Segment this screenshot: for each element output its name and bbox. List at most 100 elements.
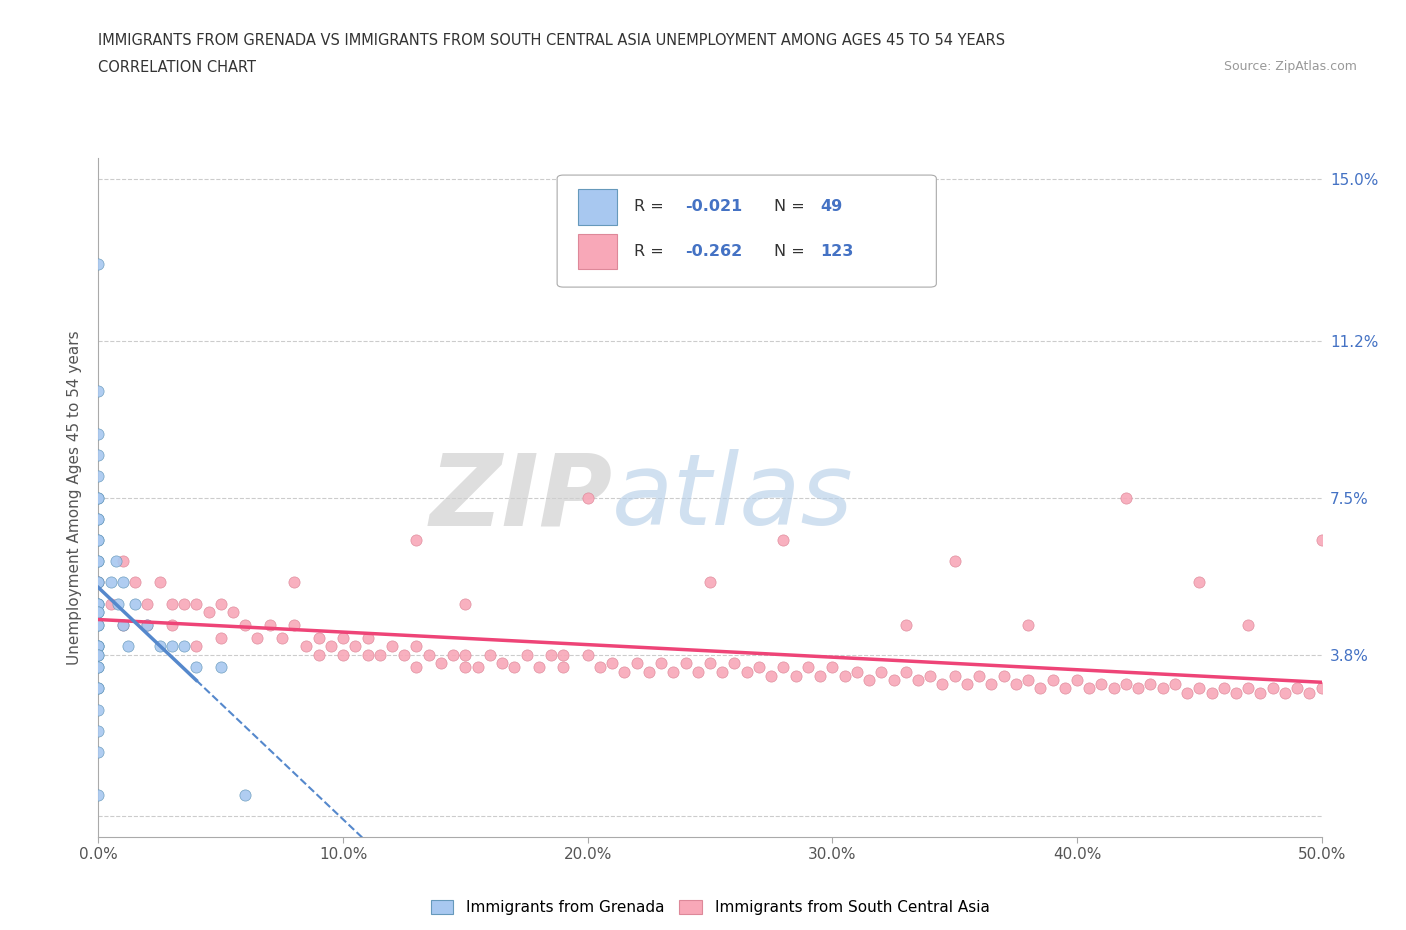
- Point: [124, 575, 146, 590]
- Point: [319, 639, 342, 654]
- Text: ZIP: ZIP: [429, 449, 612, 546]
- Point: [356, 647, 378, 662]
- Point: [638, 664, 661, 679]
- Point: [1128, 681, 1150, 696]
- Text: -0.021: -0.021: [686, 199, 742, 215]
- Point: [186, 639, 208, 654]
- Point: [87, 745, 110, 760]
- Point: [748, 660, 770, 675]
- Point: [87, 596, 110, 611]
- Point: [1042, 672, 1064, 687]
- Point: [1237, 681, 1260, 696]
- Point: [834, 669, 856, 684]
- Point: [943, 553, 966, 568]
- Point: [87, 490, 110, 505]
- Point: [87, 681, 110, 696]
- Point: [233, 787, 256, 802]
- Point: [883, 672, 905, 687]
- Point: [418, 647, 440, 662]
- Point: [1310, 533, 1333, 548]
- Point: [1115, 677, 1137, 692]
- FancyBboxPatch shape: [578, 234, 617, 270]
- Point: [1004, 677, 1026, 692]
- Point: [956, 677, 979, 692]
- Point: [87, 639, 110, 654]
- Point: [111, 553, 134, 568]
- Point: [87, 639, 110, 654]
- Point: [821, 660, 844, 675]
- Point: [405, 660, 427, 675]
- Point: [980, 677, 1002, 692]
- Point: [344, 639, 367, 654]
- Point: [761, 669, 783, 684]
- Point: [1225, 685, 1247, 700]
- Point: [1029, 681, 1052, 696]
- Point: [124, 596, 146, 611]
- Point: [209, 631, 232, 645]
- Point: [87, 660, 110, 675]
- Point: [467, 660, 489, 675]
- Point: [308, 647, 330, 662]
- FancyBboxPatch shape: [557, 175, 936, 287]
- Point: [870, 664, 893, 679]
- Point: [332, 631, 354, 645]
- Point: [87, 575, 110, 590]
- Point: [735, 664, 758, 679]
- Point: [283, 575, 305, 590]
- Point: [87, 660, 110, 675]
- Point: [87, 681, 110, 696]
- Point: [1298, 685, 1320, 700]
- Y-axis label: Unemployment Among Ages 45 to 54 years: Unemployment Among Ages 45 to 54 years: [67, 330, 83, 665]
- Text: 49: 49: [820, 199, 842, 215]
- Point: [87, 647, 110, 662]
- Point: [699, 656, 721, 671]
- Point: [576, 647, 599, 662]
- Point: [87, 604, 110, 619]
- Point: [662, 664, 685, 679]
- Point: [87, 533, 110, 548]
- Text: N =: N =: [773, 199, 810, 215]
- Point: [503, 660, 526, 675]
- Point: [87, 512, 110, 526]
- Text: Source: ZipAtlas.com: Source: ZipAtlas.com: [1223, 60, 1357, 73]
- Point: [576, 490, 599, 505]
- Point: [87, 469, 110, 484]
- Point: [699, 575, 721, 590]
- Legend: Immigrants from Grenada, Immigrants from South Central Asia: Immigrants from Grenada, Immigrants from…: [425, 894, 995, 921]
- Point: [197, 604, 219, 619]
- Point: [149, 575, 172, 590]
- Point: [87, 604, 110, 619]
- Point: [87, 596, 110, 611]
- Point: [308, 631, 330, 645]
- Point: [711, 664, 734, 679]
- Point: [246, 631, 269, 645]
- Point: [160, 618, 183, 632]
- Point: [478, 647, 501, 662]
- Point: [87, 618, 110, 632]
- Point: [1164, 677, 1187, 692]
- Point: [675, 656, 697, 671]
- Point: [943, 669, 966, 684]
- Point: [1188, 681, 1211, 696]
- Point: [1212, 681, 1234, 696]
- Text: R =: R =: [634, 199, 669, 215]
- Point: [772, 533, 794, 548]
- Point: [87, 596, 110, 611]
- Point: [540, 647, 562, 662]
- Point: [772, 660, 794, 675]
- Point: [454, 647, 477, 662]
- Point: [111, 575, 134, 590]
- Point: [283, 618, 305, 632]
- Point: [368, 647, 391, 662]
- Point: [967, 669, 990, 684]
- Point: [1261, 681, 1284, 696]
- Point: [1017, 618, 1039, 632]
- Point: [259, 618, 281, 632]
- Point: [1078, 681, 1101, 696]
- Text: CORRELATION CHART: CORRELATION CHART: [98, 60, 256, 75]
- Point: [87, 618, 110, 632]
- Point: [1175, 685, 1198, 700]
- Point: [723, 656, 745, 671]
- Point: [136, 618, 159, 632]
- Point: [107, 596, 129, 611]
